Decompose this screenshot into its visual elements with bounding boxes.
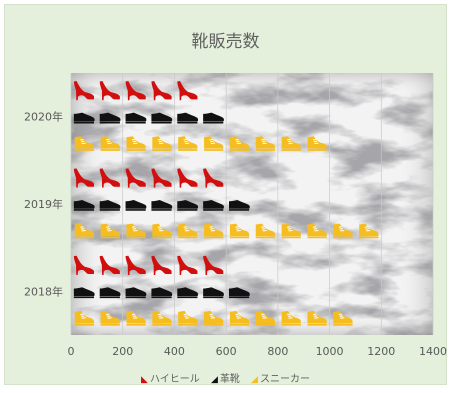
x-tick-label: 0 xyxy=(68,345,75,358)
y-category-label: 2019年 xyxy=(24,197,63,211)
chart-svg: 0 200 400 600 800 1000 1200 1400 2018年 2019年 2020年 xyxy=(24,73,447,358)
axis-labels: 0 200 400 600 800 1000 1200 1400 2018年 2019年 2020年 xyxy=(24,110,447,358)
x-tick-label: 1200 xyxy=(367,345,395,358)
chart-title: 靴販売数 xyxy=(191,32,260,52)
plot-background xyxy=(71,73,433,335)
x-tick-label: 200 xyxy=(112,345,133,358)
legend-label-high-heel: ハイヒール xyxy=(149,374,200,385)
y-category-label: 2018年 xyxy=(24,284,63,298)
legend-entry-high-heel: ◣ ハイヒール xyxy=(141,374,203,385)
gridlines xyxy=(70,73,434,335)
leather-shoe-legend-icon: ◢ xyxy=(210,375,218,385)
legend-label-sneaker: スニーカー xyxy=(259,374,310,385)
plot-shade-v xyxy=(71,73,433,335)
legend: ◣ ハイヒール ◢ 革靴 ◢ スニーカー xyxy=(5,370,446,385)
x-tick-label: 1000 xyxy=(316,345,344,358)
x-tick-label: 800 xyxy=(267,345,288,358)
x-tick-label: 400 xyxy=(164,345,185,358)
x-tick-label: 1400 xyxy=(419,345,447,358)
legend-entry-leather-shoe: ◢ 革靴 xyxy=(211,374,243,385)
legend-label-leather-shoe: 革靴 xyxy=(219,374,240,385)
x-tick-label: 600 xyxy=(216,345,237,358)
legend-entry-sneaker: ◢ スニーカー xyxy=(251,374,310,385)
chart-area: 0 200 400 600 800 1000 1200 1400 2018年 2019年 2020年… xyxy=(4,4,447,385)
high-heel-legend-icon: ◣ xyxy=(141,375,148,385)
sneaker-legend-icon: ◢ xyxy=(251,375,258,385)
y-category-label: 2020年 xyxy=(24,110,63,124)
